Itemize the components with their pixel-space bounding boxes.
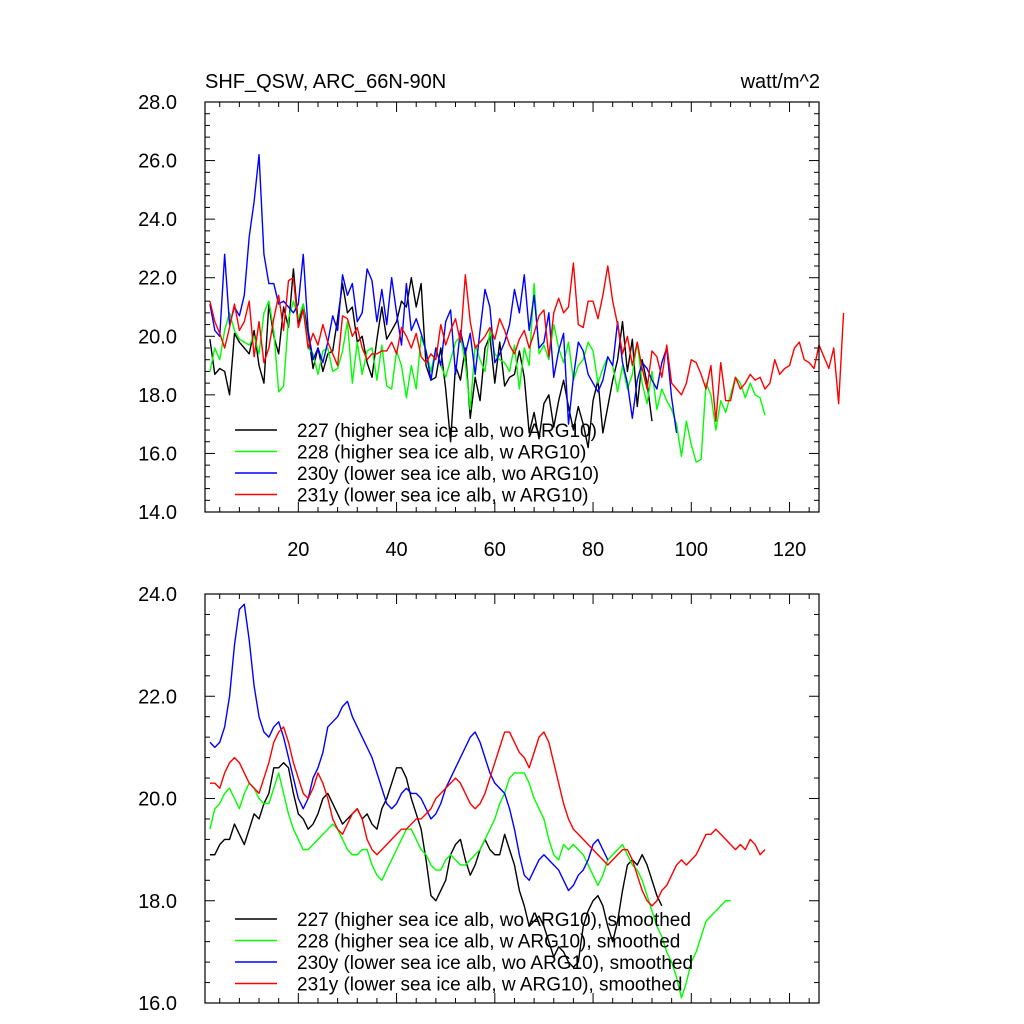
top-units: watt/m^2 [740, 71, 820, 93]
legend-label: 228 (higher sea ice alb, w ARG10) [297, 443, 586, 464]
y-tick-label: 14.0 [138, 502, 177, 524]
series-line-4 [209, 726, 766, 907]
y-tick-label: 20.0 [138, 326, 177, 348]
series-line-4 [209, 262, 845, 422]
y-tick-label: 16.0 [138, 443, 177, 465]
series-line-2 [209, 772, 731, 999]
x-tick-label: 80 [582, 539, 604, 561]
series-line-3 [209, 154, 678, 434]
top-panel: SHF_QSW, ARC_66N-90N watt/m^2 14.0 16.0 18… [138, 71, 845, 561]
bottom-ticks: 16.0 18.0 20.0 22.0 24.0 [138, 584, 819, 1015]
y-tick-label: 18.0 [138, 385, 177, 407]
bottom-plot-frame [204, 593, 820, 1004]
bottom-panel: 16.0 18.0 20.0 22.0 24.0 227 (higher sea ice… [138, 584, 820, 1015]
legend-label: 231y (lower sea ice alb, w ARG10), smoot… [297, 975, 682, 996]
bottom-series [209, 603, 766, 999]
y-tick-label: 24.0 [138, 584, 177, 606]
series-line-3 [209, 603, 609, 892]
y-tick-label: 28.0 [138, 92, 177, 114]
series-line-1 [209, 762, 663, 968]
legend-label: 228 (higher sea ice alb, w ARG10), smoot… [297, 932, 680, 953]
x-tick-label: 40 [385, 539, 407, 561]
series-line-2 [209, 282, 766, 463]
top-legend: 227 (higher sea ice alb, wo ARG10)228 (h… [235, 421, 599, 507]
x-tick-label: 100 [675, 539, 708, 561]
x-tick-label: 20 [287, 539, 309, 561]
y-tick-label: 20.0 [138, 789, 177, 811]
y-tick-label: 16.0 [138, 993, 177, 1015]
x-tick-label: 60 [484, 539, 506, 561]
y-tick-label: 26.0 [138, 151, 177, 173]
bottom-legend: 227 (higher sea ice alb, wo ARG10), smoo… [235, 910, 693, 996]
legend-label: 230y (lower sea ice alb, wo ARG10), smoo… [297, 953, 693, 974]
legend-label: 227 (higher sea ice alb, wo ARG10) [297, 421, 597, 442]
y-tick-label: 18.0 [138, 891, 177, 913]
legend-label: 231y (lower sea ice alb, w ARG10) [297, 486, 588, 507]
top-series [209, 154, 845, 463]
legend-label: 227 (higher sea ice alb, wo ARG10), smoo… [297, 910, 691, 931]
top-title: SHF_QSW, ARC_66N-90N [205, 71, 446, 93]
y-tick-label: 22.0 [138, 686, 177, 708]
y-tick-label: 24.0 [138, 209, 177, 231]
y-tick-label: 22.0 [138, 268, 177, 290]
x-tick-label: 120 [773, 539, 806, 561]
top-ticks: 14.0 16.0 18.0 20.0 22.0 24.0 26.0 28.0 20 40 60 80… [138, 92, 819, 561]
legend-label: 230y (lower sea ice alb, wo ARG10) [297, 464, 599, 485]
top-plot-frame [204, 101, 820, 513]
